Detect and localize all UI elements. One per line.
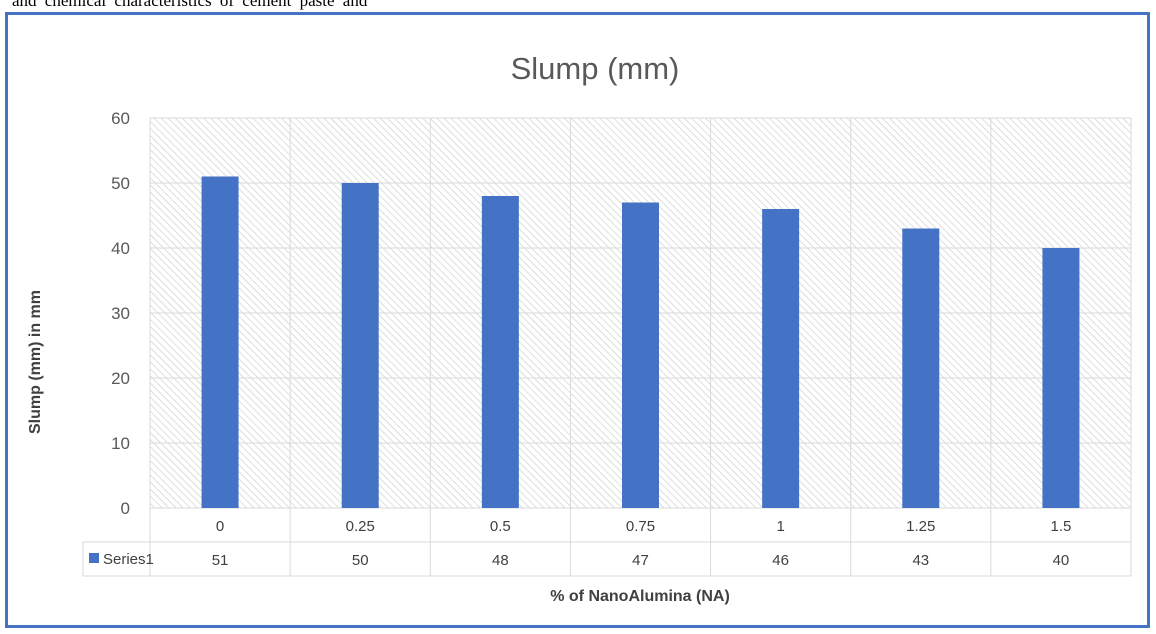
y-tick-label: 20 [111,369,130,388]
legend-label-series1: Series1 [103,551,154,568]
bar-0.5 [481,196,519,508]
document-text-fragment: and chemical characteristics of cement p… [12,0,368,10]
bar-1 [762,209,800,508]
data-label: 46 [772,552,789,569]
data-label: 47 [632,552,649,569]
x-tick-label: 0.5 [490,518,511,535]
data-label: 43 [912,552,929,569]
bars [201,176,1080,508]
legend-key-series1 [89,553,99,563]
data-label: 40 [1053,552,1070,569]
chart-title: Slump (mm) [511,51,680,86]
y-tick-label: 50 [111,174,130,193]
y-tick-label: 0 [121,499,130,518]
x-tick-label: 0 [216,518,224,535]
y-tick-label: 60 [111,109,130,128]
bar-1.5 [1042,248,1080,508]
data-label: 51 [212,552,229,569]
y-axis-label: Slump (mm) in mm [27,290,44,434]
bar-0.25 [341,183,379,508]
bar-0.75 [622,202,659,508]
data-table: 0 51 0.25 50 0.5 48 0.75 47 1 46 1.25 43 1.5 40 Series… [82,518,1131,577]
x-tick-label: 1.5 [1050,518,1071,535]
y-axis-ticks: 0 10 20 30 40 50 60 [111,109,130,518]
bar-1.25 [902,228,940,508]
y-tick-label: 40 [111,239,130,258]
x-tick-label: 1 [776,518,784,535]
y-tick-label: 10 [111,434,130,453]
y-tick-label: 30 [111,304,130,323]
bar-0 [201,176,239,508]
x-axis-label: % of NanoAlumina (NA) [550,588,730,605]
x-tick-label: 0.75 [626,518,655,535]
x-tick-label: 1.25 [906,518,935,535]
x-tick-label: 0.25 [346,518,375,535]
data-label: 48 [492,552,509,569]
data-label: 50 [352,552,369,569]
